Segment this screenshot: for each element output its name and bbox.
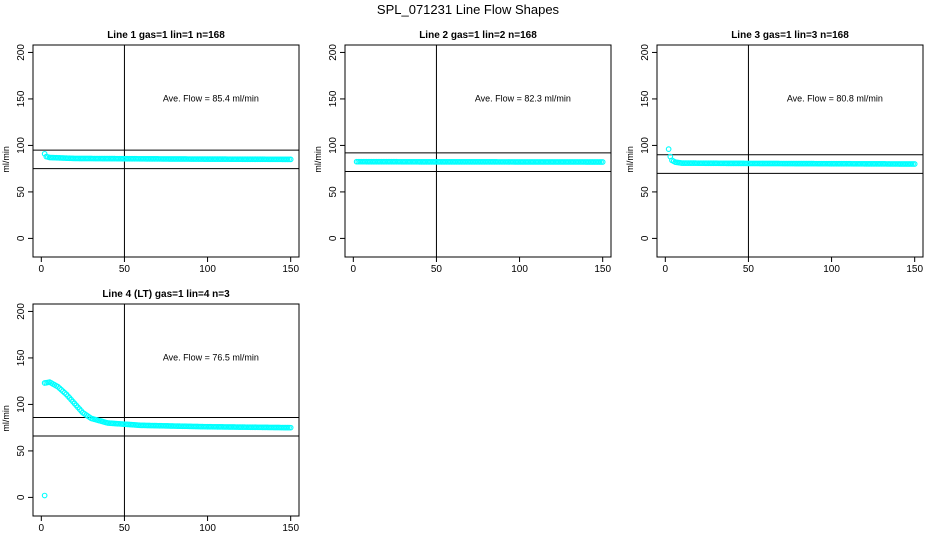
x-tick-label: 0	[351, 264, 357, 275]
data-points	[353, 158, 606, 165]
panel-title: Line 2 gas=1 lin=2 n=168	[419, 30, 537, 41]
y-tick-label: 200	[16, 303, 27, 320]
y-tick-label: 200	[328, 44, 339, 61]
panel-title: Line 4 (LT) gas=1 lin=4 n=3	[102, 289, 230, 300]
y-tick-label: 0	[16, 494, 27, 500]
average-flow-annotation: Ave. Flow = 80.8 ml/min	[787, 94, 883, 104]
x-tick-label: 100	[199, 523, 216, 534]
data-point	[665, 146, 672, 152]
panel-title: Line 3 gas=1 lin=3 n=168	[731, 30, 849, 41]
y-tick-label: 150	[328, 90, 339, 107]
plot-frame	[32, 44, 300, 258]
panels: Line 1 gas=1 lin=1 n=168 0 50 100 150 0 50 100 1…	[1, 30, 924, 534]
x-tick-label: 150	[282, 264, 299, 275]
average-flow-annotation: Ave. Flow = 85.4 ml/min	[163, 94, 259, 104]
y-tick-label: 0	[16, 235, 27, 241]
y-tick-label: 50	[640, 186, 651, 198]
data-point	[41, 150, 48, 157]
panel-4: Line 4 (LT) gas=1 lin=4 n=3 0 50 100 150 0 50 1…	[1, 289, 300, 534]
plot-frame	[656, 44, 924, 258]
x-tick-label: 100	[199, 264, 216, 275]
data-points	[665, 146, 918, 167]
y-tick-label: 0	[640, 235, 651, 241]
y-tick-label: 150	[16, 349, 27, 366]
y-tick-label: 100	[640, 137, 651, 154]
data-point	[287, 424, 294, 431]
figure-title: SPL_071231 Line Flow Shapes	[377, 2, 560, 17]
y-tick-label: 100	[328, 137, 339, 154]
y-axis-label: ml/min	[313, 146, 323, 173]
x-tick-label: 150	[906, 264, 923, 275]
y-axis-label: ml/min	[625, 146, 635, 173]
data-point	[41, 492, 48, 499]
y-tick-label: 100	[16, 396, 27, 413]
y-tick-label: 200	[640, 44, 651, 61]
plot-frame	[32, 303, 300, 517]
x-tick-label: 150	[594, 264, 611, 275]
x-tick-label: 0	[39, 264, 45, 275]
y-tick-label: 200	[16, 44, 27, 61]
y-tick-label: 50	[16, 445, 27, 457]
data-points	[41, 150, 294, 163]
x-tick-label: 100	[823, 264, 840, 275]
panel-1: Line 1 gas=1 lin=1 n=168 0 50 100 150 0 50 100 1…	[1, 30, 300, 275]
y-tick-label: 0	[328, 235, 339, 241]
plot-frame	[344, 44, 612, 258]
average-flow-annotation: Ave. Flow = 82.3 ml/min	[475, 94, 571, 104]
y-axis-label: ml/min	[1, 146, 11, 173]
y-tick-label: 50	[328, 186, 339, 198]
x-tick-label: 150	[282, 523, 299, 534]
panel-3: Line 3 gas=1 lin=3 n=168 0 50 100 150 0 50 100 1…	[625, 30, 924, 275]
average-flow-annotation: Ave. Flow = 76.5 ml/min	[163, 353, 259, 363]
x-tick-label: 50	[431, 264, 443, 275]
x-tick-label: 100	[511, 264, 528, 275]
x-tick-label: 50	[743, 264, 755, 275]
y-axis-label: ml/min	[1, 405, 11, 432]
data-point	[287, 156, 294, 163]
y-tick-label: 150	[640, 90, 651, 107]
data-point	[911, 161, 918, 167]
panel-title: Line 1 gas=1 lin=1 n=168	[107, 30, 225, 41]
y-tick-label: 50	[16, 186, 27, 198]
y-tick-label: 100	[16, 137, 27, 154]
data-points	[41, 379, 294, 499]
panel-2: Line 2 gas=1 lin=2 n=168 0 50 100 150 0 50 100 1…	[313, 30, 612, 275]
x-tick-label: 50	[119, 264, 131, 275]
x-tick-label: 50	[119, 523, 131, 534]
data-point	[599, 159, 606, 165]
x-tick-label: 0	[663, 264, 669, 275]
x-tick-label: 0	[39, 523, 45, 534]
y-tick-label: 150	[16, 90, 27, 107]
